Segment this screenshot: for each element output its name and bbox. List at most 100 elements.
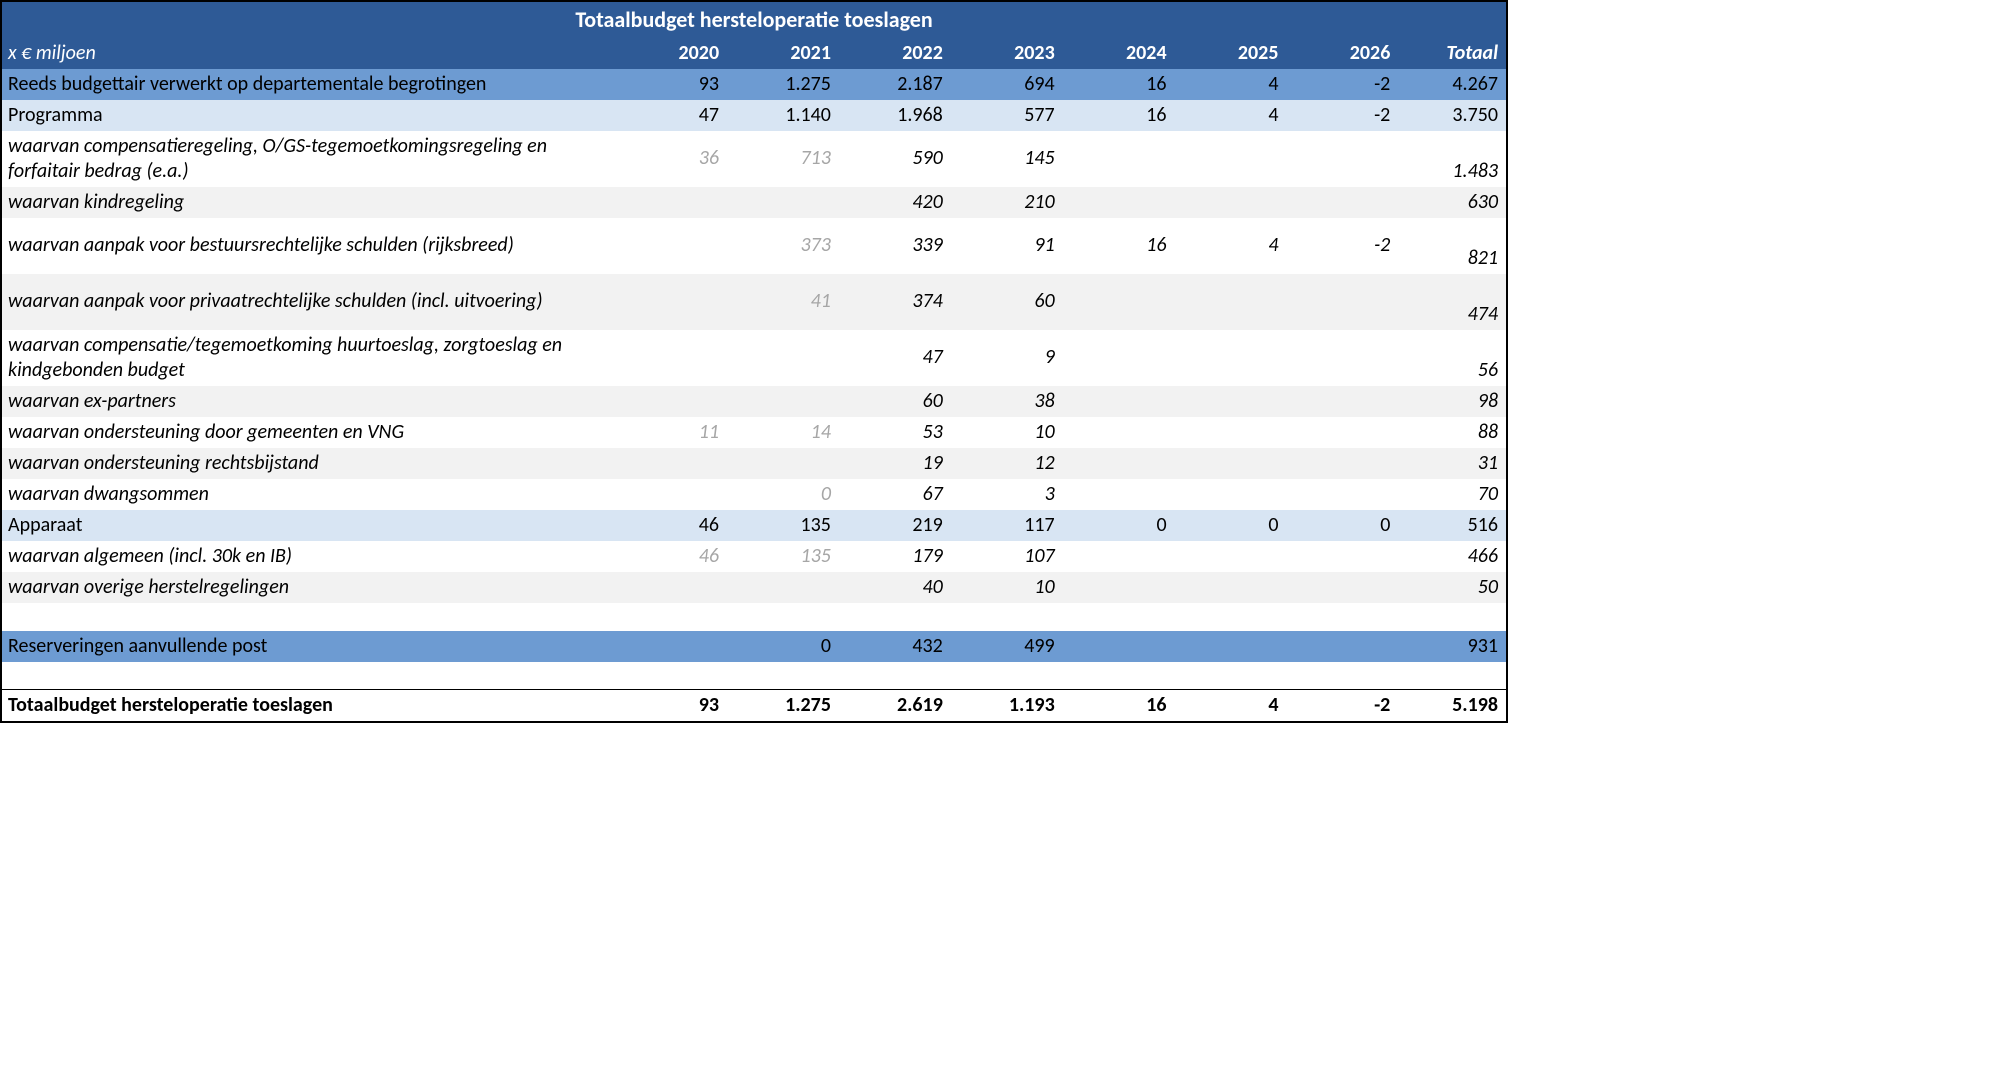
cell: 0: [727, 479, 839, 510]
table-title: Totaalbudget hersteloperatie toeslagen: [2, 2, 1506, 38]
row-total: 821: [1398, 218, 1506, 274]
row-label: waarvan kindregeling: [2, 187, 615, 218]
row-rechtsbijstand: waarvan ondersteuning rechtsbijstand1912…: [2, 448, 1506, 479]
cell: 10: [951, 572, 1063, 603]
cell: [1175, 541, 1287, 572]
cell: [1175, 448, 1287, 479]
row-label: waarvan compensatie/tegemoetkoming huurt…: [2, 330, 615, 386]
cell: [1286, 131, 1398, 187]
row-label: Programma: [2, 100, 615, 131]
cell: 373: [727, 218, 839, 274]
cell: 40: [839, 572, 951, 603]
cell: 2.187: [839, 69, 951, 100]
cell: 91: [951, 218, 1063, 274]
row-label: Apparaat: [2, 510, 615, 541]
cell: 16: [1063, 69, 1175, 100]
cell: [1063, 572, 1175, 603]
cell: [1175, 187, 1287, 218]
cell: -2: [1286, 218, 1398, 274]
cell: 107: [951, 541, 1063, 572]
cell: 4: [1175, 690, 1287, 722]
row-gemeenten: waarvan ondersteuning door gemeenten en …: [2, 417, 1506, 448]
row-total: 4.267: [1398, 69, 1506, 100]
cell: 219: [839, 510, 951, 541]
cell: 38: [951, 386, 1063, 417]
cell: 1.275: [727, 69, 839, 100]
row-huurtoeslag: waarvan compensatie/tegemoetkoming huurt…: [2, 330, 1506, 386]
cell: 339: [839, 218, 951, 274]
cell: 0: [1286, 510, 1398, 541]
cell: [615, 218, 727, 274]
cell: 374: [839, 274, 951, 330]
row-label: Totaalbudget hersteloperatie toeslagen: [2, 690, 615, 722]
cell: 12: [951, 448, 1063, 479]
year-header: 2023: [951, 38, 1063, 69]
row-total: 516: [1398, 510, 1506, 541]
cell: 179: [839, 541, 951, 572]
spacer: [2, 662, 1506, 690]
cell: 577: [951, 100, 1063, 131]
cell: 10: [951, 417, 1063, 448]
cell: [1175, 274, 1287, 330]
cell: [615, 448, 727, 479]
cell: [1286, 274, 1398, 330]
row-label: waarvan dwangsommen: [2, 479, 615, 510]
row-total: 474: [1398, 274, 1506, 330]
cell: -2: [1286, 690, 1398, 722]
spacer: [2, 603, 1506, 631]
row-compregeling: waarvan compensatieregeling, O/GS-tegemo…: [2, 131, 1506, 187]
year-header: 2024: [1063, 38, 1175, 69]
row-label: waarvan aanpak voor bestuursrechtelijke …: [2, 218, 615, 274]
cell: [1175, 479, 1287, 510]
cell: [1286, 631, 1398, 662]
row-kindregeling: waarvan kindregeling420210630: [2, 187, 1506, 218]
cell: 694: [951, 69, 1063, 100]
cell: [1175, 330, 1287, 386]
cell: 16: [1063, 218, 1175, 274]
cell: 36: [615, 131, 727, 187]
cell: [1175, 572, 1287, 603]
total-header: Totaal: [1398, 38, 1506, 69]
cell: [1063, 479, 1175, 510]
row-label: Reeds budgettair verwerkt op departement…: [2, 69, 615, 100]
cell: -2: [1286, 100, 1398, 131]
row-label: waarvan ondersteuning rechtsbijstand: [2, 448, 615, 479]
row-dwangsommen: waarvan dwangsommen067370: [2, 479, 1506, 510]
cell: [1286, 417, 1398, 448]
cell: 210: [951, 187, 1063, 218]
cell: 0: [727, 631, 839, 662]
cell: [1286, 330, 1398, 386]
cell: 4: [1175, 69, 1287, 100]
cell: [1286, 386, 1398, 417]
budget-table-container: Totaalbudget hersteloperatie toeslagenx …: [0, 0, 1508, 723]
year-header: 2025: [1175, 38, 1287, 69]
row-privaatrecht: waarvan aanpak voor privaatrechtelijke s…: [2, 274, 1506, 330]
year-header: 2026: [1286, 38, 1398, 69]
cell: 1.275: [727, 690, 839, 722]
cell: 0: [1063, 510, 1175, 541]
cell: [727, 330, 839, 386]
cell: [727, 448, 839, 479]
cell: [1175, 131, 1287, 187]
row-label: waarvan ondersteuning door gemeenten en …: [2, 417, 615, 448]
row-reeds: Reeds budgettair verwerkt op departement…: [2, 69, 1506, 100]
year-header: 2022: [839, 38, 951, 69]
row-total: 70: [1398, 479, 1506, 510]
row-total: 50: [1398, 572, 1506, 603]
cell: [1175, 631, 1287, 662]
cell: 46: [615, 510, 727, 541]
year-header: 2021: [727, 38, 839, 69]
cell: 499: [951, 631, 1063, 662]
row-total: 56: [1398, 330, 1506, 386]
cell: 46: [615, 541, 727, 572]
cell: 47: [839, 330, 951, 386]
cell: [1063, 541, 1175, 572]
row-total: 630: [1398, 187, 1506, 218]
cell: 16: [1063, 100, 1175, 131]
cell: 713: [727, 131, 839, 187]
row-reserveringen: Reserveringen aanvullende post0432499931: [2, 631, 1506, 662]
cell: [1175, 386, 1287, 417]
row-grand: Totaalbudget hersteloperatie toeslagen93…: [2, 690, 1506, 722]
row-total: 931: [1398, 631, 1506, 662]
row-label: Reserveringen aanvullende post: [2, 631, 615, 662]
